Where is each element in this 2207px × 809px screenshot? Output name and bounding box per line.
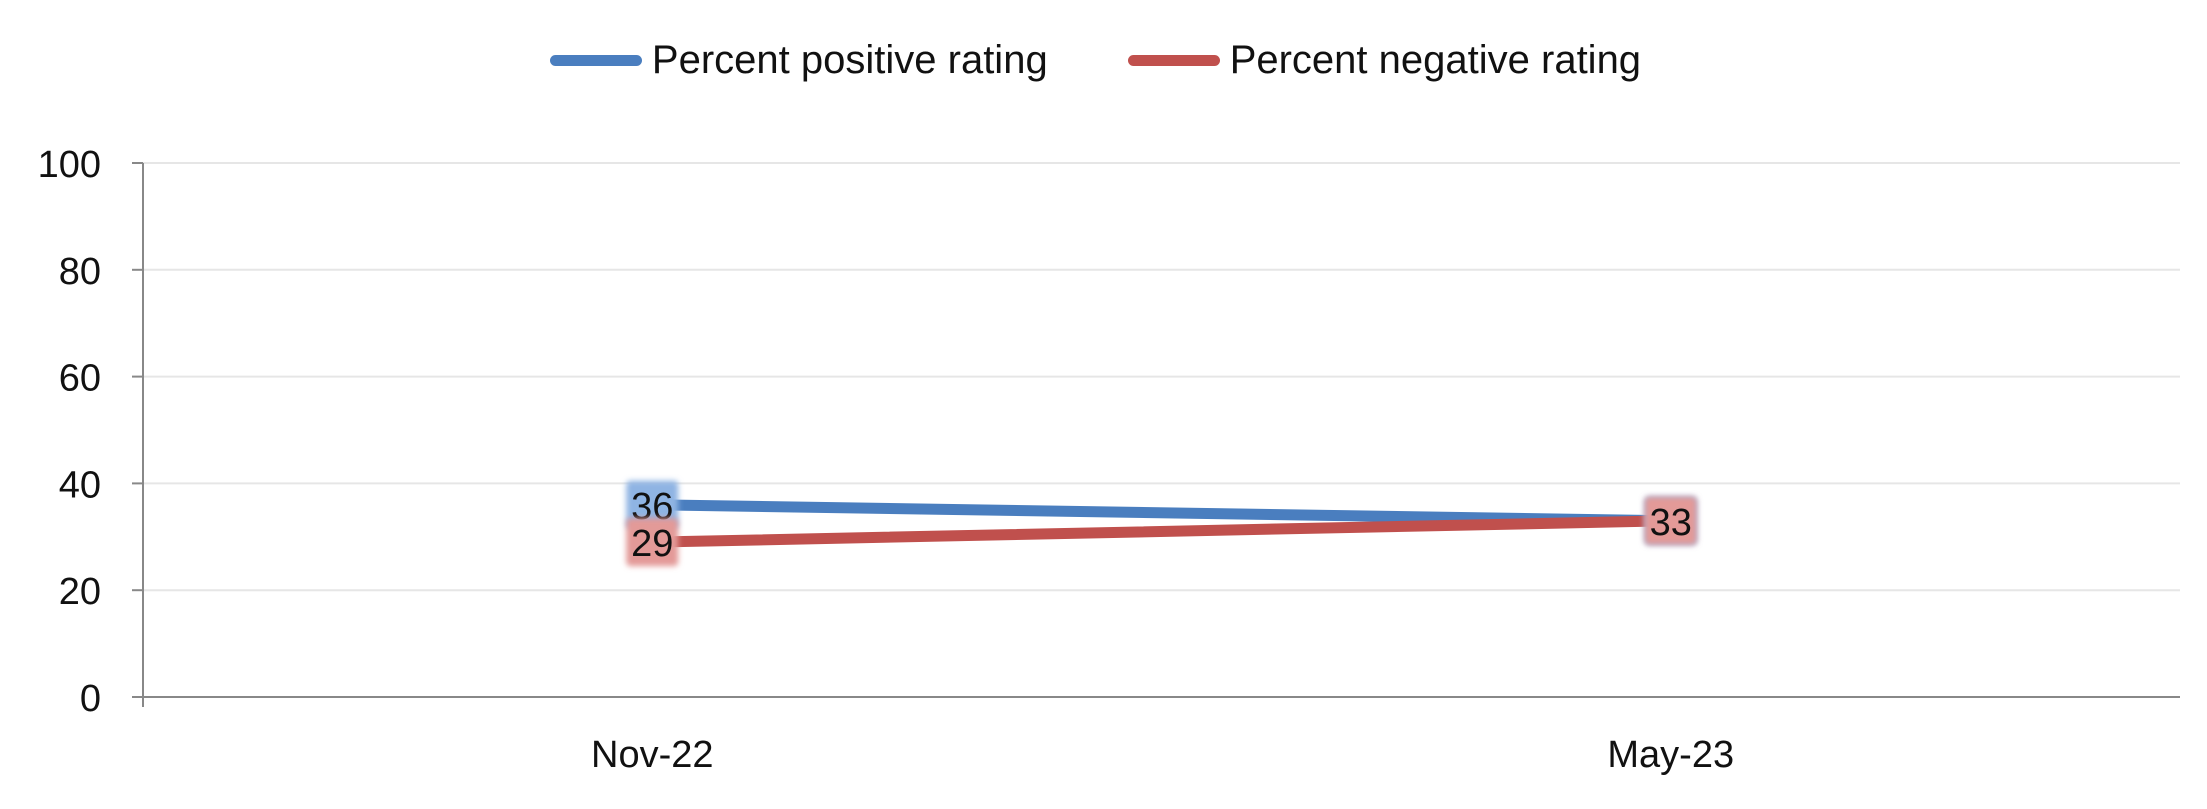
y-tick-label-60: 60 xyxy=(59,358,101,400)
y-tick-label-100: 100 xyxy=(38,144,101,186)
data-label-1-0: 29 xyxy=(626,518,679,567)
legend-item-negative: Percent negative rating xyxy=(1127,38,1642,83)
legend-swatch-negative xyxy=(1127,55,1220,66)
series-line-1 xyxy=(646,515,1677,548)
data-label-text-1-1: 33 xyxy=(1650,502,1692,544)
legend-label-negative: Percent negative rating xyxy=(1229,38,1642,82)
x-tick-label-may-23: May-23 xyxy=(1607,734,1734,776)
data-label-1-1: 33 xyxy=(1644,496,1697,545)
series-line-0 xyxy=(646,499,1677,527)
y-tick-label-40: 40 xyxy=(59,464,101,506)
y-tick-label-20: 20 xyxy=(59,571,101,613)
legend-label-positive: Percent positive rating xyxy=(651,38,1048,82)
legend: Percent positive rating Percent negative… xyxy=(0,38,2199,83)
data-label-bg-0-0 xyxy=(626,480,679,529)
y-tick-label-0: 0 xyxy=(80,678,101,720)
data-label-bg-1-0 xyxy=(626,518,679,567)
y-tick-label-80: 80 xyxy=(59,251,101,293)
data-label-bg-1-1 xyxy=(1644,496,1697,545)
data-label-text-1-0: 29 xyxy=(631,523,673,565)
x-tick-label-nov-22: Nov-22 xyxy=(591,734,714,776)
legend-swatch-positive xyxy=(549,55,642,66)
legend-item-positive: Percent positive rating xyxy=(549,38,1048,83)
